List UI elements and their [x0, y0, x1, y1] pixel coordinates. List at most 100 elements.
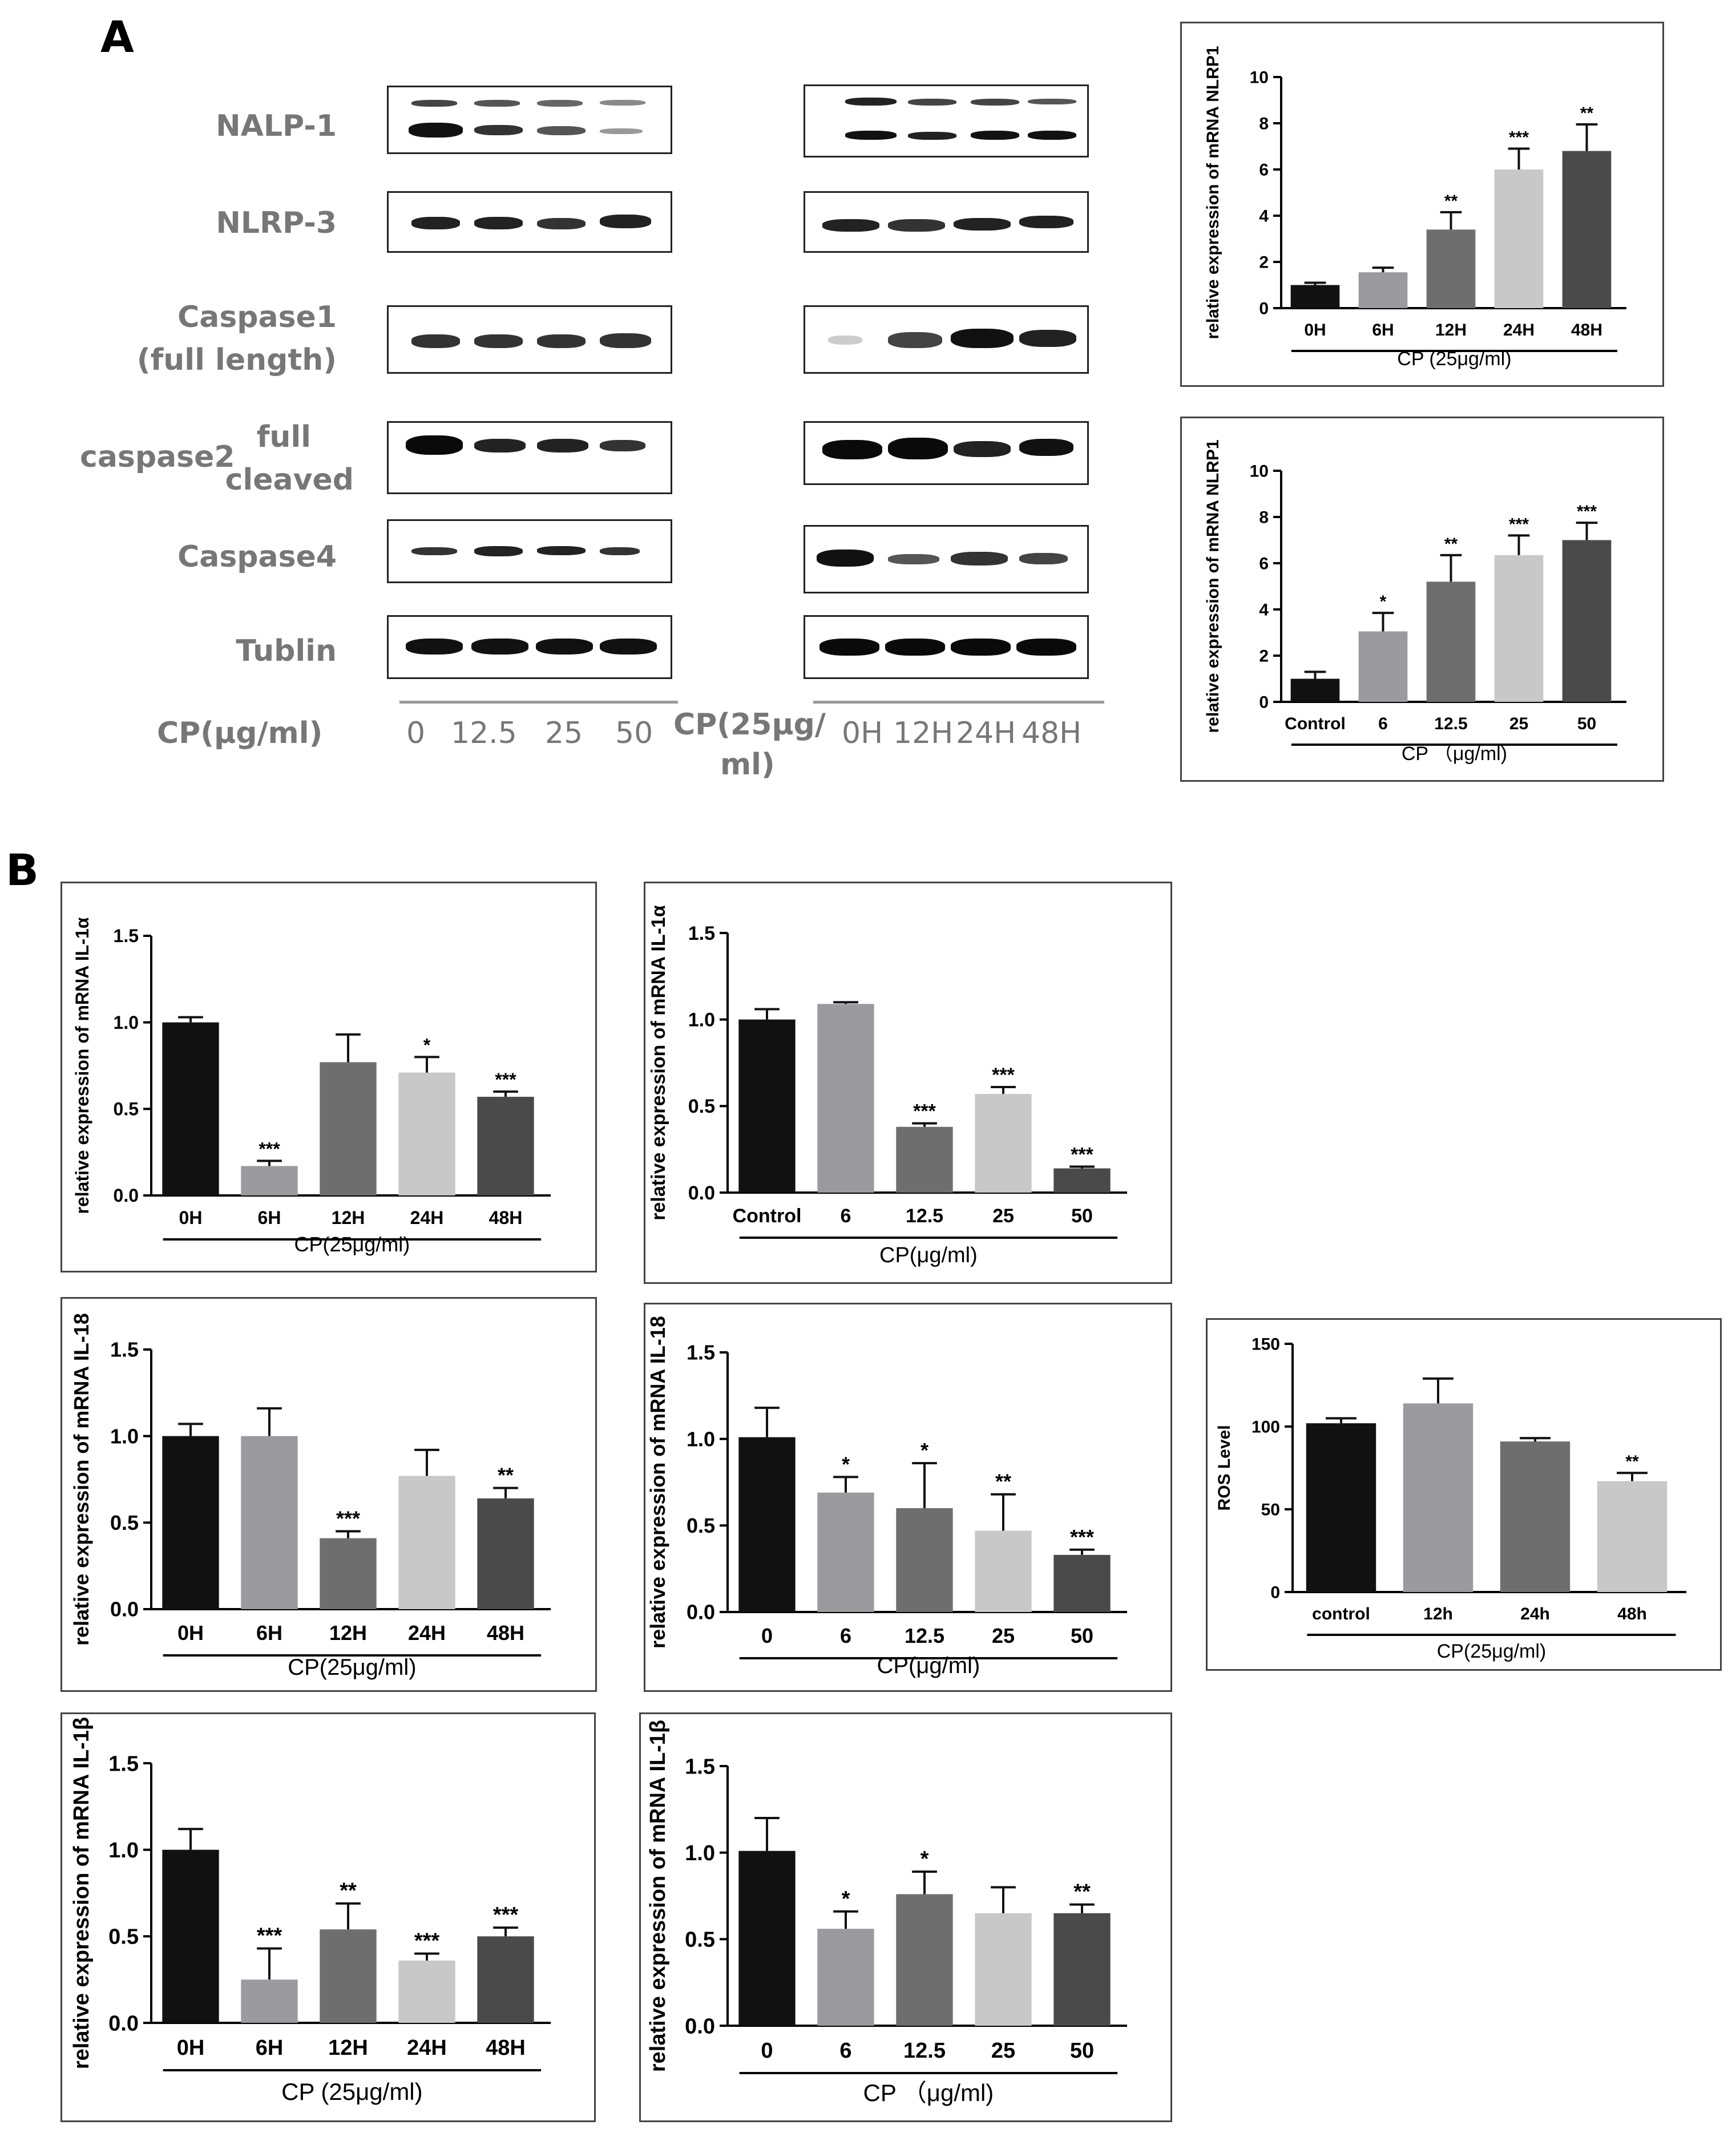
- il1b_dose-bar-12.5: [896, 1894, 953, 2026]
- il1b_dose-significance: **: [1073, 1880, 1091, 1904]
- il1a_dose-xtick-label: 50: [1071, 1205, 1093, 1227]
- wb-label-caspase1: Caspase1: [177, 300, 337, 334]
- il18_time-xtick-label: 0H: [177, 1621, 204, 1645]
- wb-dose-axis-line: [399, 701, 678, 704]
- nlrp1_dose-xtick-label: 6: [1378, 714, 1388, 733]
- il1a_dose-bar-12.5: [896, 1126, 953, 1193]
- ros_time-xtick-label: 12h: [1423, 1605, 1453, 1623]
- il1a_dose-xlabel: CP(μg/ml): [879, 1243, 978, 1267]
- nlrp1_time-bar-24H: [1494, 169, 1544, 308]
- il1a_dose-significance: ***: [913, 1101, 936, 1122]
- ros_time-ytick-label: 150: [1251, 1335, 1280, 1354]
- il1b_dose-bar-25: [975, 1913, 1032, 2026]
- il18_dose-bar-12.5: [896, 1508, 953, 1612]
- nlrp1_dose-significance: ***: [1509, 515, 1529, 534]
- il1b_time-xtick-label: 48H: [486, 2036, 526, 2060]
- il1b_dose-significance: *: [921, 1847, 929, 1871]
- il18_dose-bar-6: [817, 1492, 874, 1612]
- il18_time-bar-12H: [320, 1538, 377, 1609]
- wb-dose-tick-25: 25: [545, 716, 583, 750]
- il1b_time-ytick-label: 1.0: [108, 1839, 139, 1863]
- il18_dose-ytick-label: 1.0: [687, 1427, 715, 1451]
- il1b_dose-xtick-label: 25: [991, 2039, 1015, 2063]
- nlrp1_time-ytick-label: 6: [1259, 161, 1269, 180]
- il1b_dose-ytick-label: 1.5: [685, 1755, 715, 1779]
- nlrp1_dose-xtick-label: 50: [1577, 714, 1596, 733]
- ros_time-significance: **: [1625, 1452, 1639, 1471]
- il1a_dose-xtick-label: 6: [841, 1205, 851, 1227]
- ros_time-ylabel: ROS Level: [1215, 1425, 1234, 1510]
- nlrp1_time-xtick-label: 48H: [1571, 321, 1602, 340]
- blot-dose-nlrp3: [387, 191, 672, 253]
- il1a_dose-bar-Control: [738, 1019, 796, 1193]
- nlrp1_dose-ytick-label: 8: [1259, 508, 1269, 527]
- nlrp1_dose-bar-12.5: [1426, 581, 1476, 702]
- wb-time-axis-line: [813, 701, 1104, 704]
- il1a_dose-ytick-label: 1.0: [688, 1009, 715, 1031]
- nlrp1_time-ytick-label: 2: [1259, 253, 1269, 272]
- nlrp1_dose-ytick-label: 0: [1259, 693, 1269, 712]
- wb-dose-axis-label: CP(μg/ml): [157, 716, 323, 750]
- blot-time-caspase2: [804, 421, 1089, 485]
- nlrp1_dose-ytick-label: 2: [1259, 647, 1269, 666]
- ros_time-bar-control: [1306, 1423, 1376, 1592]
- wb-time-axis-label-line1: CP(25μg/: [673, 708, 826, 742]
- nlrp1_dose-xlabel: CP （μg/ml): [1402, 743, 1507, 765]
- il1a_time-significance: ***: [495, 1069, 516, 1090]
- il1a_time-significance: *: [423, 1035, 431, 1055]
- il1b_dose-ylabel: relative expression of mRNA IL-1β: [646, 1720, 670, 2072]
- il18_time-significance: **: [498, 1464, 514, 1487]
- il1b_dose-xtick-label: 0: [761, 2039, 773, 2063]
- il18_dose-xtick-label: 0: [761, 1624, 773, 1647]
- nlrp1_time-xtick-label: 24H: [1503, 321, 1535, 340]
- wb-dose-tick-12-5: 12.5: [451, 716, 517, 750]
- il18_time-bar-48H: [477, 1498, 534, 1609]
- il1a_dose-bar-25: [975, 1094, 1032, 1193]
- il1b_time-bar-12H: [320, 1929, 377, 2023]
- il1a_dose-ylabel: relative expression of mRNA IL-1α: [648, 905, 669, 1221]
- nlrp1_dose-bar-6: [1358, 631, 1408, 702]
- nlrp1_time-significance: **: [1444, 192, 1458, 211]
- il18_dose-xtick-label: 12.5: [905, 1624, 944, 1647]
- nlrp1_dose-significance: ***: [1577, 502, 1597, 521]
- nlrp1_dose-xtick-label: 25: [1509, 714, 1528, 733]
- il1b_dose-bar-50: [1053, 1913, 1111, 2026]
- ros_time-ytick-label: 100: [1251, 1418, 1280, 1437]
- il18_time-xtick-label: 48H: [487, 1621, 524, 1645]
- il18_dose-significance: *: [842, 1452, 850, 1476]
- wb-time-tick-48h: 48H: [1022, 716, 1082, 750]
- il18_time-xtick-label: 12H: [329, 1621, 367, 1645]
- il1a_time-bar-24H: [398, 1072, 455, 1195]
- il1a_dose-bar-6: [817, 1004, 874, 1193]
- blot-dose-caspase2: [387, 421, 672, 494]
- nlrp1_time-ylabel: relative expression of mRNA NLRP1: [1204, 46, 1222, 339]
- il1a_dose-ytick-label: 1.5: [688, 923, 715, 944]
- blot-dose-nalp1: [387, 86, 672, 154]
- nlrp1_dose-significance: **: [1444, 535, 1458, 554]
- il1a_dose-significance: ***: [1071, 1144, 1093, 1166]
- ros_time-ytick-label: 0: [1270, 1583, 1280, 1602]
- il1a_dose-significance: ***: [992, 1064, 1015, 1086]
- nlrp1_time-ytick-label: 8: [1259, 115, 1269, 134]
- il1a_time-ytick-label: 1.0: [114, 1012, 139, 1033]
- ros_time-bar-48h: [1597, 1481, 1668, 1592]
- wb-time-tick-12h: 12H: [893, 716, 954, 750]
- il18_time-ytick-label: 0.0: [110, 1598, 139, 1621]
- il18_dose-ytick-label: 1.5: [687, 1341, 715, 1364]
- il18_time-bar-0H: [162, 1436, 219, 1609]
- il18_time-bar-6H: [241, 1436, 298, 1609]
- chart-frame-il1a-dose: [644, 882, 1172, 1284]
- il1a_time-ylabel: relative expression of mRNA IL-1α: [72, 917, 92, 1214]
- il18_dose-bar-25: [975, 1530, 1032, 1612]
- il1b_time-xtick-label: 12H: [328, 2036, 368, 2060]
- il1a_time-xtick-label: 24H: [410, 1207, 444, 1228]
- il1b_time-bar-0H: [162, 1849, 219, 2023]
- il1a_time-xtick-label: 12H: [332, 1207, 365, 1228]
- il1a_time-bar-6H: [241, 1166, 298, 1195]
- il18_dose-ylabel: relative expression of mRNA IL-18: [646, 1316, 669, 1649]
- blot-dose-caspase4: [387, 519, 672, 583]
- ros_time-xlabel: CP(25μg/ml): [1437, 1641, 1547, 1662]
- il18_time-bar-24H: [398, 1476, 455, 1609]
- nlrp1_time-xlabel: CP (25μg/ml): [1397, 348, 1511, 370]
